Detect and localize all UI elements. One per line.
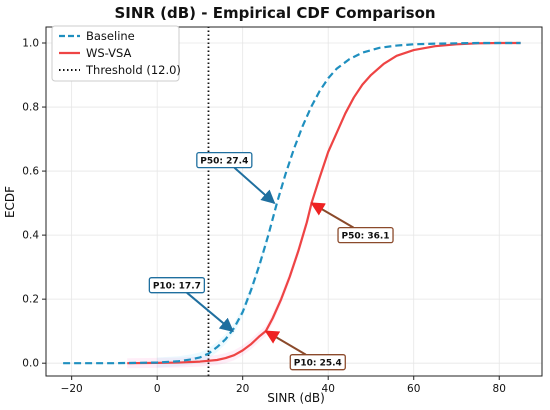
y-tick-label: 0.0 — [22, 358, 39, 370]
x-axis-ticks: −20 0 20 40 60 80 — [61, 376, 506, 395]
baseline-line — [63, 41, 521, 365]
annotation-arrow — [233, 166, 276, 205]
annotation-p10-25-4: P10: 25.4 — [264, 330, 346, 371]
annotation-box — [148, 277, 206, 294]
curve-highlights — [127, 198, 312, 369]
annotation-box — [289, 354, 346, 371]
annotation-label: P50: 27.4 — [200, 156, 248, 166]
x-tick-label: −20 — [61, 383, 83, 395]
annotation-box — [337, 226, 394, 244]
annotation-label: P50: 36.1 — [341, 231, 389, 241]
annotation-p50-36-1: P50: 36.1 — [310, 202, 394, 244]
annotation-arrow — [264, 330, 307, 356]
legend-baseline-label: Baseline — [86, 29, 135, 43]
plot-frame — [45, 26, 543, 377]
annotation-label: P10: 25.4 — [294, 358, 342, 368]
y-tick-label: 0.6 — [22, 166, 39, 178]
y-tick-label: 0.2 — [22, 294, 39, 306]
legend: Baseline WS-VSA Threshold (12.0) — [51, 25, 181, 82]
annotation-arrow — [310, 202, 355, 229]
annotation-arrow — [186, 291, 234, 333]
y-axis-ticks: 0.0 0.2 0.4 0.6 0.8 1.0 — [22, 38, 46, 370]
x-axis-label: SINR (dB) — [267, 391, 325, 405]
annotations: P50: 27.4 P10: 17.7 P50: 36.1 P10: 25.4 — [148, 151, 394, 371]
legend-wsvsa-label: WS-VSA — [86, 46, 132, 60]
y-tick-label: 0.8 — [22, 102, 39, 114]
annotation-p50-27-4: P50: 27.4 — [196, 151, 276, 205]
legend-box — [51, 25, 180, 82]
x-tick-label: 20 — [236, 383, 249, 395]
curve-highlight — [157, 230, 269, 368]
annotation-label: P10: 17.7 — [153, 281, 201, 291]
annotation-box — [196, 151, 253, 169]
y-tick-label: 0.4 — [22, 230, 39, 242]
x-tick-label: 80 — [493, 383, 506, 395]
legend-threshold-label: Threshold (12.0) — [85, 63, 181, 77]
y-axis-label: ECDF — [3, 186, 17, 218]
x-tick-label: 60 — [407, 383, 420, 395]
x-tick-label: 0 — [154, 383, 161, 395]
annotation-p10-17-7: P10: 17.7 — [148, 277, 234, 333]
chart-title: SINR (dB) - Empirical CDF Comparison — [114, 4, 435, 22]
y-tick-label: 1.0 — [22, 38, 39, 50]
ws-vsa-line — [127, 41, 521, 365]
x-tick-label: 40 — [322, 383, 335, 395]
series-layer — [63, 27, 521, 376]
